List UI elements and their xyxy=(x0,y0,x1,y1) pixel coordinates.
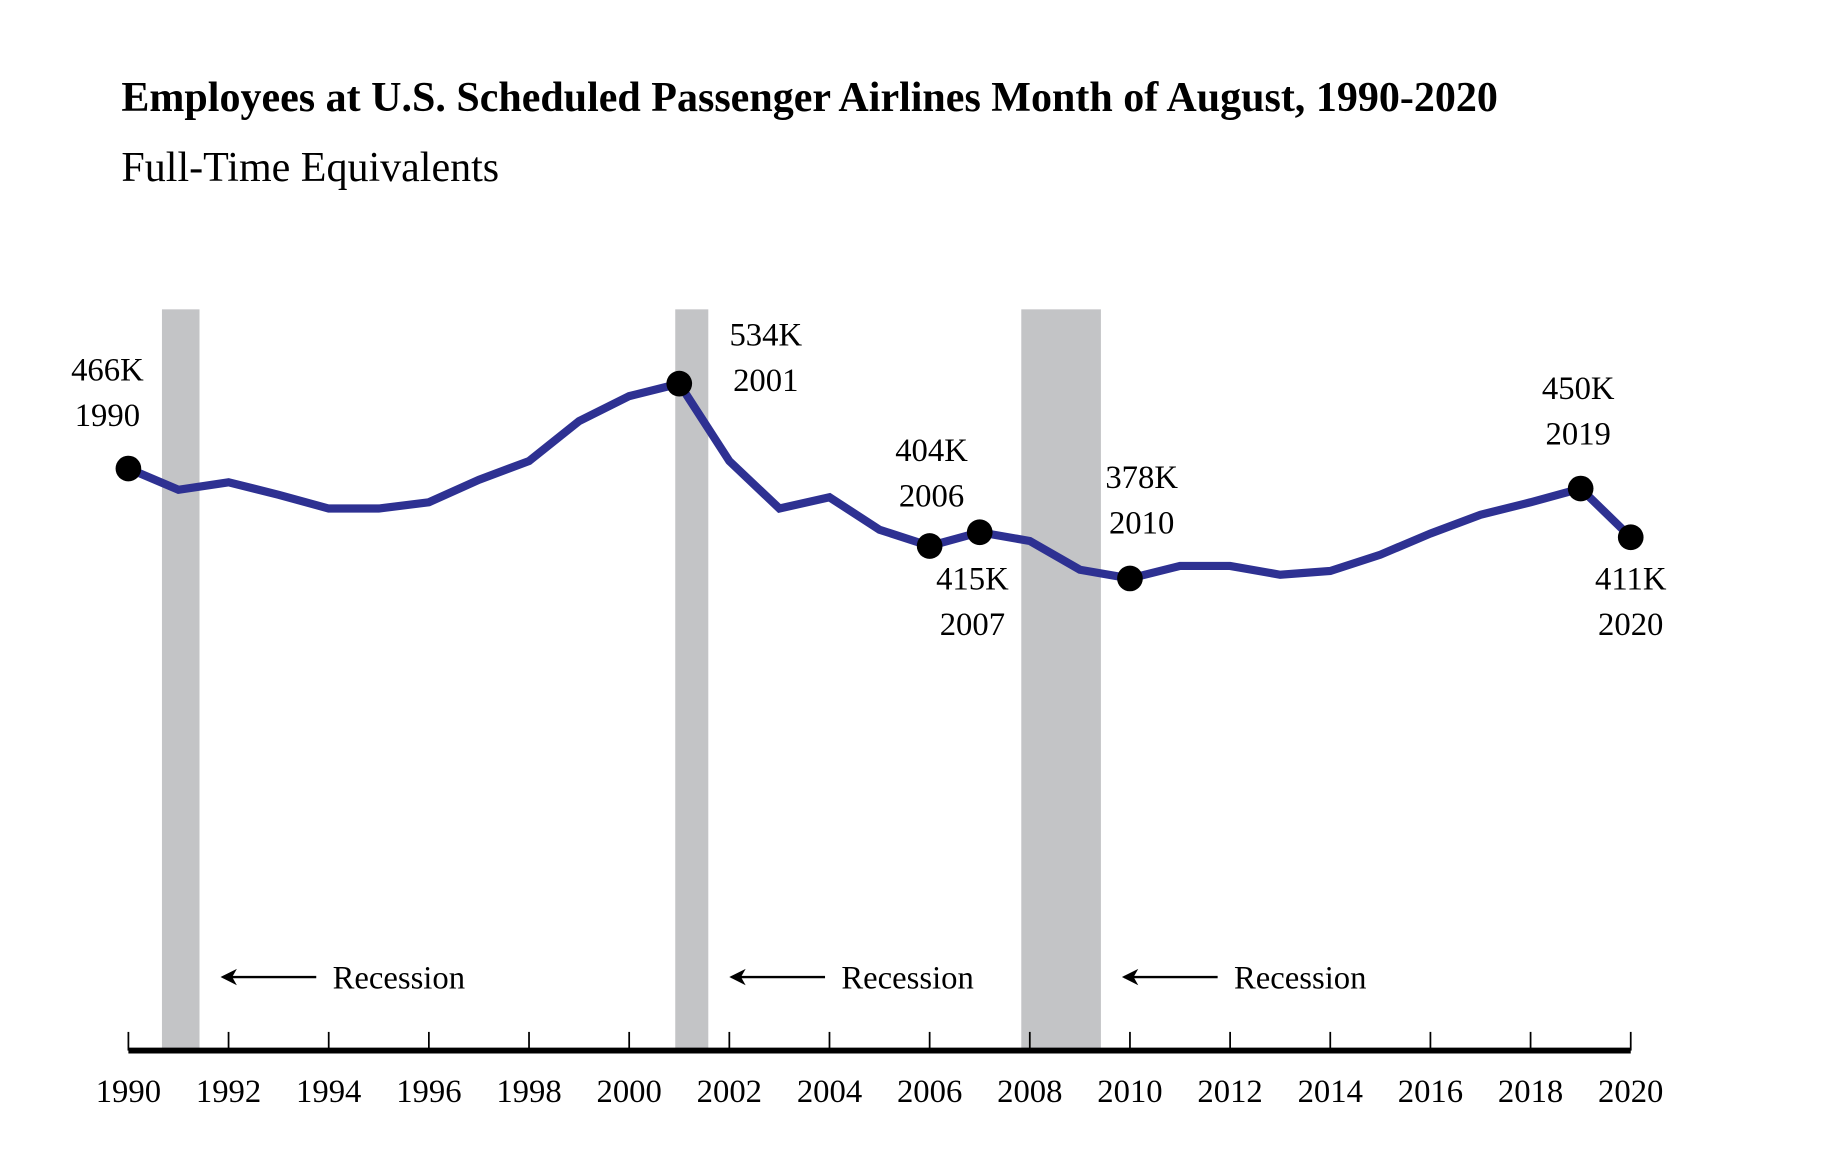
recession-band xyxy=(1021,309,1101,1051)
x-tick-label: 2012 xyxy=(1197,1074,1262,1110)
arrowhead-icon xyxy=(1121,968,1139,986)
data-point xyxy=(1117,565,1143,592)
x-axis: 1990 1992 1994 1996 1998 2000 2002 2004 2006 2008… xyxy=(96,1031,1663,1110)
data-point xyxy=(666,370,693,397)
data-point xyxy=(115,455,142,482)
value-label: 450K xyxy=(1542,371,1615,407)
data-point xyxy=(916,533,943,559)
year-label: 2007 xyxy=(940,607,1005,643)
recession-label: Recession xyxy=(1234,961,1366,997)
value-label: 411K xyxy=(1595,562,1667,598)
x-tick-label: 2008 xyxy=(997,1074,1062,1110)
chart-subtitle: Full-Time Equivalents xyxy=(121,145,499,191)
series-line xyxy=(126,378,1634,583)
value-label: 378K xyxy=(1105,460,1178,496)
value-label: 466K xyxy=(71,353,144,389)
annotations: 466K 1990 534K 2001 404K 2006 415K 2007 378K 2010… xyxy=(71,318,1667,643)
series xyxy=(126,378,1634,583)
value-label: 534K xyxy=(729,318,802,354)
x-tick-label: 2000 xyxy=(597,1074,662,1110)
year-label: 2006 xyxy=(899,479,964,515)
x-tick-label: 1998 xyxy=(496,1074,561,1110)
value-label: 404K xyxy=(895,433,968,469)
recession-label: Recession xyxy=(841,961,973,997)
x-tick-label: 2002 xyxy=(697,1074,762,1110)
x-tick-label: 2010 xyxy=(1097,1074,1162,1110)
x-tick-label: 1996 xyxy=(396,1074,461,1110)
value-label: 415K xyxy=(936,562,1009,598)
recession-band xyxy=(675,309,709,1051)
x-tick-label: 2020 xyxy=(1598,1074,1663,1110)
data-point xyxy=(966,519,993,546)
year-label: 1990 xyxy=(75,398,140,434)
x-tick-label: 2006 xyxy=(897,1074,962,1110)
x-tick-label: 1990 xyxy=(96,1074,161,1110)
x-tick-label: 2018 xyxy=(1498,1074,1563,1110)
arrowhead-icon xyxy=(220,968,237,986)
x-tick-label: 1994 xyxy=(296,1074,361,1110)
x-tick-label: 2004 xyxy=(797,1074,862,1110)
year-label: 2019 xyxy=(1546,417,1611,453)
x-tick-label: 2014 xyxy=(1298,1074,1363,1110)
x-tick-label: 1992 xyxy=(196,1074,261,1110)
data-point xyxy=(1617,524,1644,551)
year-label: 2020 xyxy=(1598,607,1663,643)
x-tick-label: 2016 xyxy=(1398,1074,1463,1110)
data-point xyxy=(1567,475,1594,502)
recession-band xyxy=(161,309,200,1051)
recession-bands xyxy=(161,309,1101,1051)
year-label: 2010 xyxy=(1109,505,1174,541)
year-label: 2001 xyxy=(733,363,798,399)
recession-labels: Recession Recession Recession xyxy=(220,961,1366,997)
chart-title: Employees at U.S. Scheduled Passenger Ai… xyxy=(121,75,1497,121)
arrowhead-icon xyxy=(729,968,746,986)
recession-label: Recession xyxy=(333,961,465,997)
